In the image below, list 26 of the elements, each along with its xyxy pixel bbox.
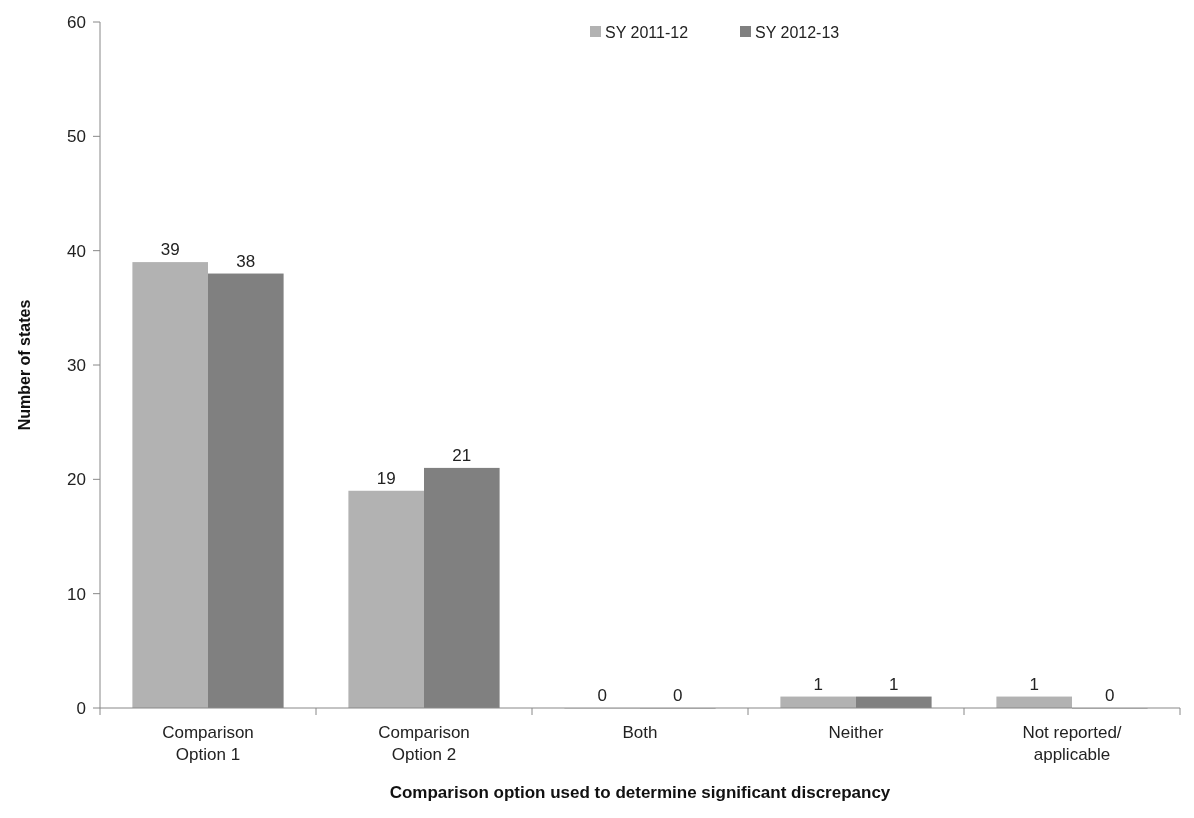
x-tick-label: Comparison Option 1: [162, 723, 254, 764]
legend-label: SY 2011-12: [605, 23, 689, 41]
y-tick-label: 0: [76, 698, 86, 718]
x-tick-label: Not reported/ applicable: [1022, 723, 1122, 764]
x-axis-title: Comparison option used to determine significant discrepancy: [389, 783, 891, 802]
data-label: 0: [597, 686, 607, 705]
x-tick-label: Both: [622, 723, 658, 742]
data-label: 19: [376, 468, 396, 488]
data-label: 1: [1029, 674, 1039, 694]
data-label: 0: [1105, 686, 1115, 705]
y-axis-title: Number of states: [16, 299, 33, 431]
data-label: 21: [452, 445, 472, 465]
y-tick-label: 10: [67, 584, 86, 604]
y-tick-label: 60: [67, 12, 86, 32]
x-tick-label: Comparison Option 2: [378, 723, 470, 764]
data-label: 1: [889, 674, 899, 694]
data-label: 39: [160, 240, 180, 260]
data-label: 1: [813, 674, 823, 694]
y-tick-label: 20: [67, 470, 86, 490]
y-tick-label: 30: [67, 355, 86, 375]
data-label: 38: [236, 251, 256, 271]
y-tick-label: 50: [67, 127, 86, 147]
legend-label: SY 2012-13: [755, 23, 840, 41]
y-tick-label: 40: [67, 241, 86, 261]
data-label: 0: [673, 686, 683, 705]
x-tick-label: Neither: [828, 723, 884, 742]
